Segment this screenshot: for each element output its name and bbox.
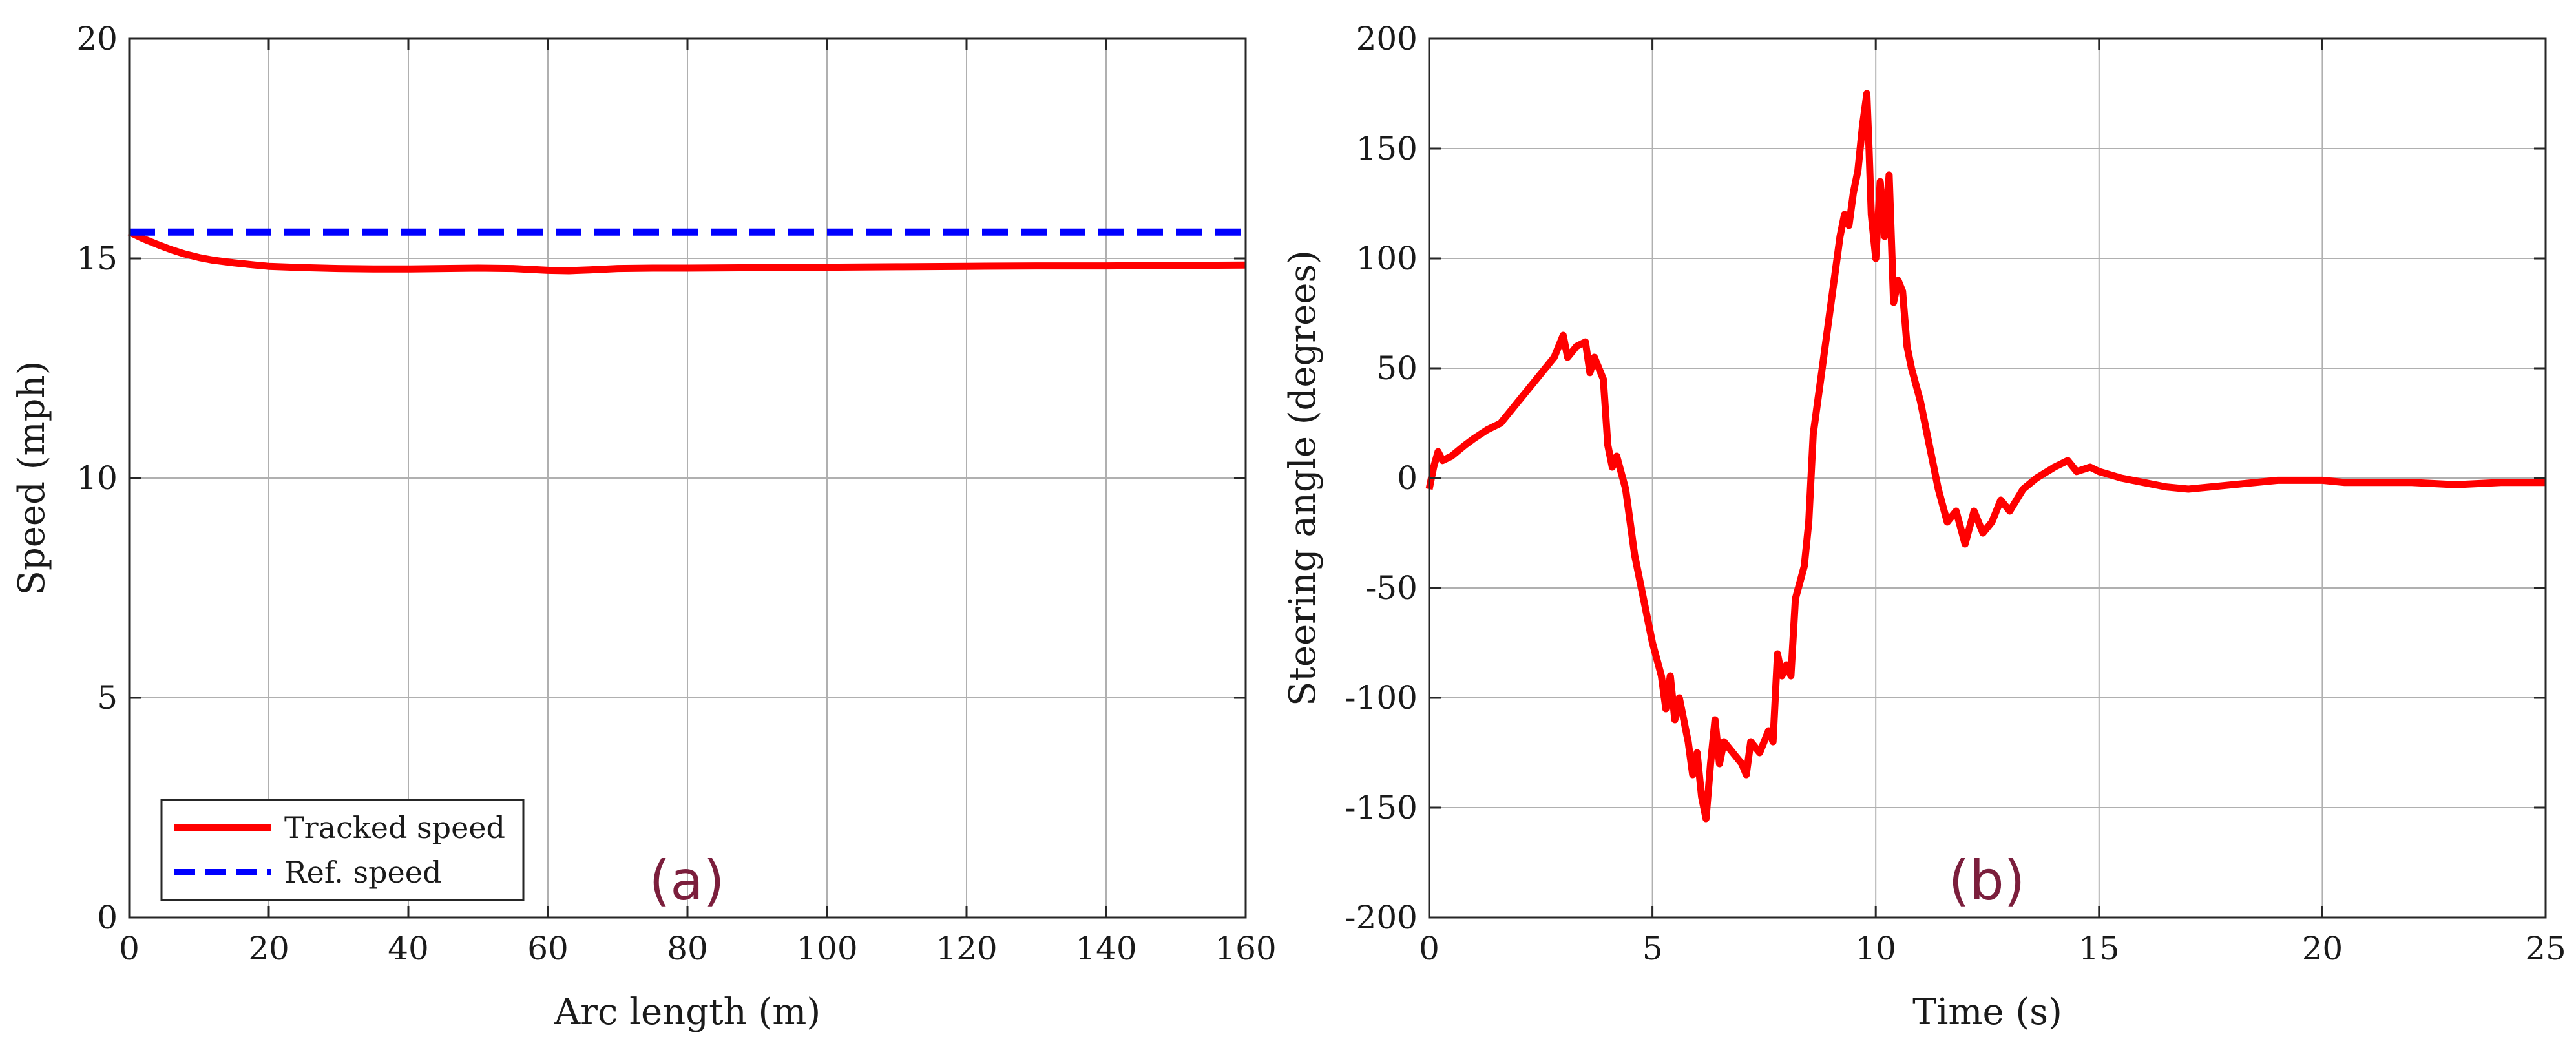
steering-y-axis-label: Steering angle (degrees)	[1282, 250, 1324, 706]
steering-y-tick-label: 200	[1356, 20, 1418, 58]
speed-y-axis-label: Speed (mph)	[11, 361, 53, 596]
speed-series-lines	[127, 228, 1246, 275]
speed-x-tick-label: 60	[527, 930, 569, 967]
speed-x-tick-label: 0	[119, 930, 140, 967]
steering-x-tick-label: 20	[2302, 930, 2343, 967]
steering-x-tick-label: 0	[1419, 930, 1440, 967]
steering-x-axis-label: Time (s)	[1912, 991, 2062, 1033]
panel-label-a: (a)	[649, 849, 724, 912]
steering-x-tick-label: 5	[1642, 930, 1663, 967]
legend-label-ref-speed: Ref. speed	[284, 855, 441, 890]
speed-x-tick-label: 100	[796, 930, 857, 967]
speed-x-tick-label: 40	[388, 930, 429, 967]
panel-label-b: (b)	[1949, 849, 2026, 912]
speed-chart: 0 20 40 60 80 100 120 140 160 0 5 10 15 20 Arc length…	[11, 20, 1277, 1033]
speed-x-axis-label: Arc length (m)	[554, 991, 821, 1033]
speed-x-tick-label: 160	[1215, 930, 1276, 967]
steering-y-tick-label: -100	[1345, 679, 1418, 717]
speed-x-tick-label: 20	[248, 930, 289, 967]
steering-y-tick-label: -200	[1345, 899, 1418, 936]
steering-chart: 0 5 10 15 20 25 -200 -150 -100 -50 0 50 100 150 200 Ti…	[1282, 20, 2566, 1033]
speed-gridlines	[129, 38, 1246, 918]
steering-x-tick-label: 10	[1855, 930, 1896, 967]
steering-y-tick-label: 100	[1356, 240, 1418, 277]
speed-y-tick-label: 20	[76, 20, 118, 58]
steering-series-lines	[1425, 90, 2546, 823]
speed-series-line-0	[127, 229, 1246, 275]
steering-series-line-0	[1425, 90, 2546, 823]
legend-box	[160, 799, 525, 901]
speed-y-tick-label: 0	[97, 899, 118, 936]
speed-x-tick-label: 140	[1075, 930, 1136, 967]
speed-x-tick-label: 80	[667, 930, 708, 967]
speed-y-tick-label: 15	[76, 240, 118, 277]
steering-y-tick-label: -150	[1345, 789, 1418, 826]
steering-y-tick-label: 150	[1356, 130, 1418, 167]
speed-x-tick-label: 120	[936, 930, 997, 967]
steering-y-tick-label: -50	[1365, 569, 1418, 607]
legend-label-tracked-speed: Tracked speed	[284, 810, 505, 845]
steering-ticks: 0 5 10 15 20 25 -200 -150 -100 -50 0 50 100 150 200	[1345, 20, 2566, 967]
steering-y-tick-label: 50	[1376, 350, 1418, 387]
speed-ticks: 0 20 40 60 80 100 120 140 160 0 5 10 15 20	[76, 20, 1276, 967]
steering-y-tick-label: 0	[1397, 459, 1418, 497]
speed-legend: Tracked speed Ref. speed	[160, 799, 525, 901]
steering-x-tick-label: 25	[2525, 930, 2566, 967]
speed-y-tick-label: 5	[97, 679, 118, 717]
speed-y-tick-label: 10	[76, 459, 118, 497]
steering-x-tick-label: 15	[2079, 930, 2120, 967]
